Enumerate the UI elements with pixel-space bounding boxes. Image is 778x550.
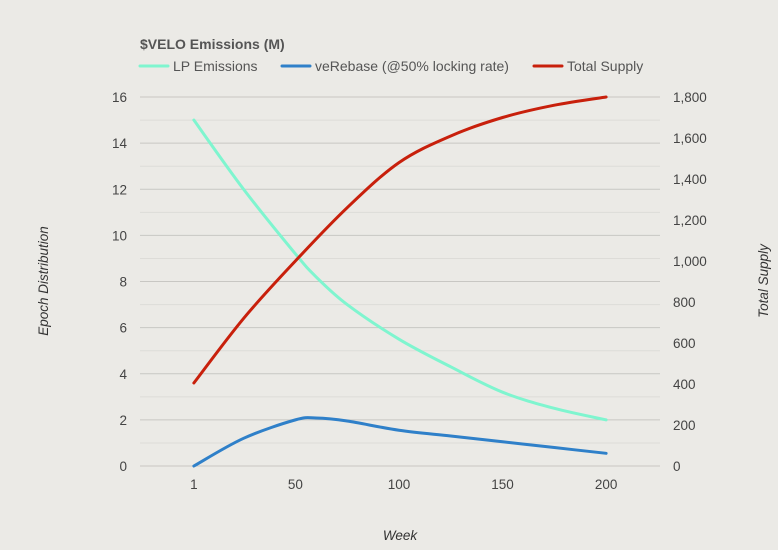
y-left-tick-label: 6 — [119, 321, 127, 336]
series-line-total-supply — [192, 95, 608, 385]
y-right-tick-label: 800 — [673, 295, 696, 310]
y-right-tick-label: 1,200 — [673, 213, 707, 228]
legend-label: Total Supply — [567, 58, 643, 74]
x-tick-label: 150 — [491, 477, 514, 492]
x-axis-ticks: 1 50 100 150 200 — [190, 477, 617, 492]
y-axis-left-ticks: 0 2 4 6 8 10 12 14 16 — [112, 90, 128, 474]
y-left-tick-label: 8 — [119, 275, 127, 290]
y-left-tick-label: 4 — [119, 367, 127, 382]
series-line-lp-emissions — [192, 118, 608, 422]
x-tick-label: 200 — [595, 477, 618, 492]
y-right-tick-label: 400 — [673, 377, 696, 392]
x-tick-label: 50 — [288, 477, 303, 492]
y-left-tick-label: 14 — [112, 136, 128, 151]
series-line-verebase-50-locking-rate — [192, 416, 608, 468]
x-tick-label: 100 — [388, 477, 411, 492]
y-axis-left-title: Epoch Distribution — [36, 226, 51, 336]
x-axis-title: Week — [383, 528, 419, 543]
y-left-tick-label: 12 — [112, 182, 127, 197]
gridlines — [140, 96, 660, 467]
series-layer — [192, 95, 608, 468]
legend: LP Emissions veRebase (@50% locking rate)… — [138, 58, 643, 74]
y-right-tick-label: 1,800 — [673, 90, 707, 105]
y-left-tick-label: 0 — [119, 459, 127, 474]
legend-label: LP Emissions — [173, 58, 258, 74]
y-right-tick-label: 0 — [673, 459, 681, 474]
chart-title: $VELO Emissions (M) — [140, 36, 285, 52]
y-right-tick-label: 200 — [673, 418, 696, 433]
y-left-tick-label: 10 — [112, 228, 127, 243]
x-tick-label: 1 — [190, 477, 198, 492]
y-left-tick-label: 16 — [112, 90, 127, 105]
y-axis-right-title: Total Supply — [756, 243, 771, 318]
y-left-tick-label: 2 — [119, 413, 127, 428]
y-right-tick-label: 1,600 — [673, 131, 707, 146]
y-right-tick-label: 1,000 — [673, 254, 707, 269]
legend-label: veRebase (@50% locking rate) — [315, 58, 509, 74]
y-axis-right-ticks: 0 200 400 600 800 1,000 1,200 1,400 1,600 1,800 — [673, 90, 707, 474]
y-right-tick-label: 600 — [673, 336, 696, 351]
y-right-tick-label: 1,400 — [673, 172, 707, 187]
